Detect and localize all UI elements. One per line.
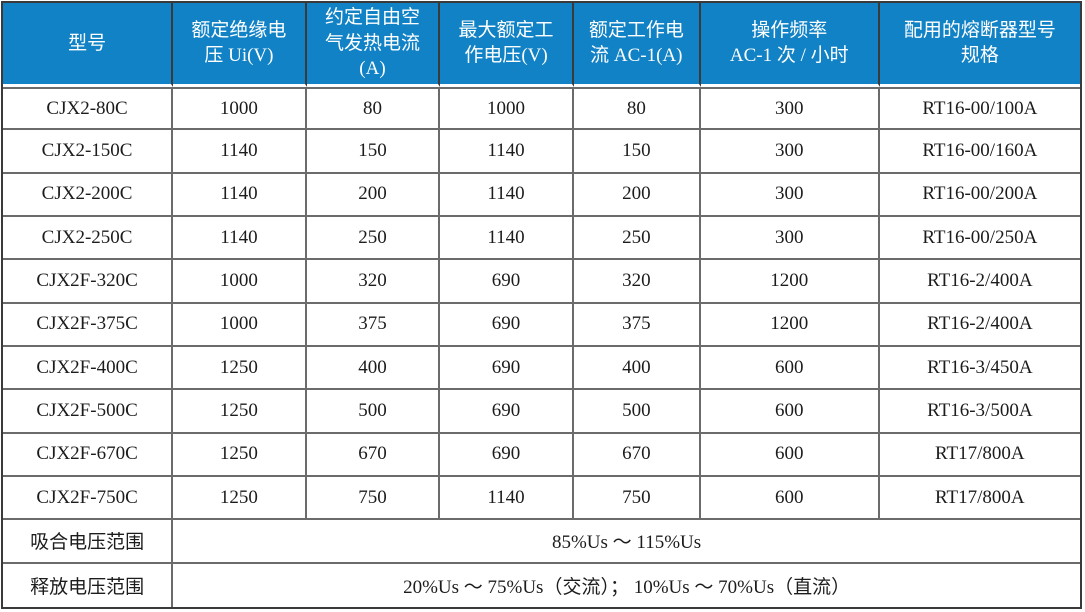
- model-cell: CJX2F-400C: [3, 346, 174, 391]
- value-cell: 1250: [173, 390, 307, 434]
- table-row: CJX2-80C 1000 80 1000 80 300 RT16-00/100A: [3, 86, 1080, 131]
- value-cell: 1250: [173, 346, 307, 391]
- value-cell: 600: [700, 346, 880, 391]
- contactor-spec-table: 型号 额定绝缘电 压 Ui(V) 约定自由空 气发热电流 (A) 最大额定工 作…: [3, 3, 1080, 607]
- value-cell: 600: [700, 476, 880, 521]
- value-cell: RT17/800A: [879, 434, 1080, 477]
- value-cell: 1250: [173, 433, 307, 477]
- table-body: CJX2-80C 1000 80 1000 80 300 RT16-00/100A CJX2-…: [3, 86, 1080, 521]
- value-cell: 300: [700, 86, 880, 131]
- value-cell: 320: [573, 260, 701, 304]
- model-cell: CJX2-250C: [3, 216, 174, 261]
- value-cell: RT16-3/500A: [879, 390, 1080, 434]
- value-cell: 600: [700, 433, 880, 477]
- col-header-thermal-current: 约定自由空 气发热电流 (A): [306, 3, 441, 87]
- value-cell: RT16-00/160A: [879, 130, 1080, 174]
- value-cell: 1140: [440, 216, 574, 261]
- table-row: CJX2F-375C 1000 375 690 375 1200 RT16-2/400A: [3, 303, 1080, 347]
- value-cell: 375: [573, 303, 701, 347]
- value-cell: 1140: [173, 173, 307, 217]
- value-cell: 1200: [700, 260, 880, 304]
- value-cell: 1140: [173, 130, 307, 174]
- col-header-operation-frequency: 操作频率 AC-1 次 / 小时: [700, 3, 880, 87]
- value-cell: 200: [306, 173, 441, 217]
- value-cell: 80: [573, 86, 701, 131]
- value-cell: 320: [306, 260, 441, 304]
- value-cell: RT16-00/250A: [879, 217, 1080, 261]
- value-cell: 150: [573, 130, 701, 174]
- table-row: CJX2F-500C 1250 500 690 500 600 RT16-3/500A: [3, 390, 1080, 434]
- value-cell: 750: [306, 476, 441, 521]
- value-cell: 300: [700, 216, 880, 261]
- pickup-voltage-value: 85%Us ～ 115%Us: [173, 520, 1080, 564]
- model-cell: CJX2-80C: [3, 86, 174, 131]
- col-header-insulation-voltage: 额定绝缘电 压 Ui(V): [173, 3, 307, 87]
- table-row: CJX2F-750C 1250 750 1140 750 600 RT17/800A: [3, 476, 1080, 521]
- col-header-max-voltage: 最大额定工 作电压(V): [440, 3, 574, 87]
- table-footer: 吸合电压范围 85%Us ～ 115%Us 释放电压范围 20%Us ～ 75%…: [3, 520, 1080, 607]
- value-cell: 1000: [173, 260, 307, 304]
- value-cell: 400: [306, 346, 441, 391]
- value-cell: 80: [306, 86, 441, 131]
- release-voltage-label: 释放电压范围: [3, 563, 174, 607]
- value-cell: RT16-00/200A: [879, 174, 1080, 217]
- col-header-model: 型号: [3, 3, 174, 87]
- value-cell: 500: [306, 390, 441, 434]
- table-row: CJX2-150C 1140 150 1140 150 300 RT16-00/160A: [3, 130, 1080, 174]
- value-cell: 600: [700, 390, 880, 434]
- model-cell: CJX2-200C: [3, 173, 174, 217]
- value-cell: 1000: [173, 86, 307, 131]
- value-cell: 670: [573, 433, 701, 477]
- value-cell: 300: [700, 130, 880, 174]
- col-header-fuse-model: 配用的熔断器型号 规格: [879, 3, 1080, 87]
- value-cell: RT16-2/400A: [879, 304, 1080, 347]
- value-cell: 690: [440, 346, 574, 391]
- value-cell: 690: [440, 433, 574, 477]
- value-cell: 250: [306, 216, 441, 261]
- value-cell: 200: [573, 173, 701, 217]
- model-cell: CJX2F-750C: [3, 476, 174, 521]
- table-header: 型号 额定绝缘电 压 Ui(V) 约定自由空 气发热电流 (A) 最大额定工 作…: [3, 3, 1080, 87]
- pickup-voltage-label: 吸合电压范围: [3, 520, 174, 564]
- value-cell: 750: [573, 476, 701, 521]
- value-cell: RT17/800A: [879, 477, 1080, 521]
- release-voltage-row: 释放电压范围 20%Us ～ 75%Us（交流）； 10%Us ～ 70%Us（…: [3, 563, 1080, 607]
- pickup-voltage-row: 吸合电压范围 85%Us ～ 115%Us: [3, 520, 1080, 564]
- value-cell: RT16-3/450A: [879, 347, 1080, 391]
- value-cell: 670: [306, 433, 441, 477]
- value-cell: 690: [440, 260, 574, 304]
- header-row: 型号 额定绝缘电 压 Ui(V) 约定自由空 气发热电流 (A) 最大额定工 作…: [3, 3, 1080, 87]
- value-cell: 1200: [700, 303, 880, 347]
- table-row: CJX2F-320C 1000 320 690 320 1200 RT16-2/400A: [3, 260, 1080, 304]
- model-cell: CJX2F-500C: [3, 390, 174, 434]
- value-cell: 375: [306, 303, 441, 347]
- model-cell: CJX2F-670C: [3, 433, 174, 477]
- table-row: CJX2-250C 1140 250 1140 250 300 RT16-00/250A: [3, 216, 1080, 261]
- value-cell: 400: [573, 346, 701, 391]
- table-row: CJX2-200C 1140 200 1140 200 300 RT16-00/200A: [3, 173, 1080, 217]
- value-cell: RT16-00/100A: [879, 86, 1080, 131]
- value-cell: 690: [440, 303, 574, 347]
- value-cell: 1140: [440, 476, 574, 521]
- table-row: CJX2F-400C 1250 400 690 400 600 RT16-3/450A: [3, 346, 1080, 391]
- table-row: CJX2F-670C 1250 670 690 670 600 RT17/800A: [3, 433, 1080, 477]
- value-cell: 1000: [173, 303, 307, 347]
- col-header-rated-current: 额定工作电 流 AC-1(A): [573, 3, 701, 87]
- value-cell: 300: [700, 173, 880, 217]
- value-cell: 1140: [440, 173, 574, 217]
- value-cell: 1140: [173, 216, 307, 261]
- value-cell: 1000: [440, 86, 574, 131]
- value-cell: 250: [573, 216, 701, 261]
- value-cell: 500: [573, 390, 701, 434]
- value-cell: 690: [440, 390, 574, 434]
- value-cell: RT16-2/400A: [879, 260, 1080, 304]
- model-cell: CJX2F-375C: [3, 303, 174, 347]
- release-voltage-value: 20%Us ～ 75%Us（交流）； 10%Us ～ 70%Us（直流）: [403, 576, 851, 598]
- value-cell: 1250: [173, 476, 307, 521]
- value-cell: 1140: [440, 130, 574, 174]
- value-cell: 150: [306, 130, 441, 174]
- model-cell: CJX2F-320C: [3, 260, 174, 304]
- model-cell: CJX2-150C: [3, 130, 174, 174]
